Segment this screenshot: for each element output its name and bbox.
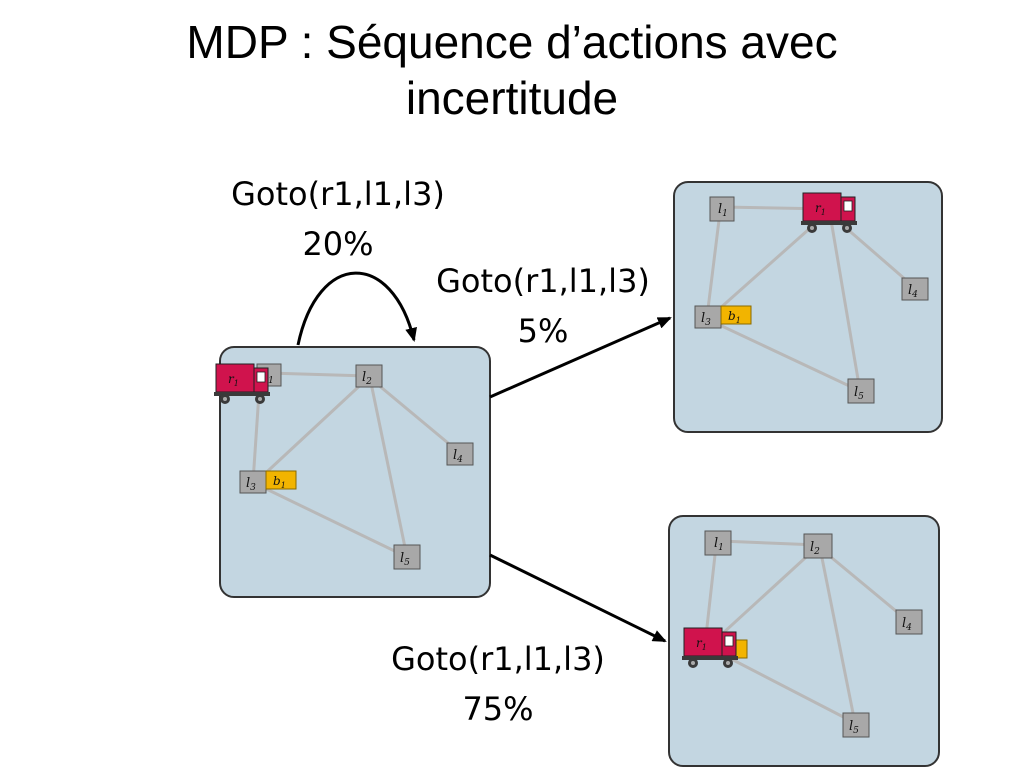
slide-title-line1: MDP : Séquence d’actions avec — [186, 16, 838, 68]
to-bottom-probability-label: 75% — [462, 690, 533, 728]
svg-text:l4: l4 — [908, 283, 918, 300]
location-l2: l2 — [355, 364, 383, 388]
location-l3: l3 — [694, 305, 722, 329]
truck-r1: r1 — [213, 363, 271, 405]
truck-r1: r1 — [800, 192, 858, 234]
location-l5: l5 — [847, 378, 875, 404]
state-initial: l1 l2 l3 l4 l5 b1 r1 — [213, 346, 491, 598]
self-loop-arrow — [296, 271, 417, 346]
road-l2-l4 — [369, 376, 461, 455]
slide-title: MDP : Séquence d’actions avec incertitud… — [0, 14, 1024, 126]
location-l1: l1 — [704, 530, 732, 556]
location-l5: l5 — [393, 544, 421, 570]
svg-text:l5: l5 — [849, 719, 859, 736]
svg-text:l3: l3 — [246, 476, 256, 493]
svg-text:l2: l2 — [362, 370, 372, 387]
svg-text:l5: l5 — [400, 551, 410, 568]
to-top-probability-label: 5% — [518, 312, 569, 350]
svg-text:r1: r1 — [696, 636, 707, 652]
state-box — [219, 346, 491, 598]
svg-text:l2: l2 — [810, 540, 820, 557]
svg-text:l1: l1 — [718, 202, 728, 219]
location-l3: l3 — [239, 470, 267, 494]
svg-text:r1: r1 — [228, 372, 239, 388]
transition-to-bottom: Goto(r1,l1,l3) 75% — [391, 553, 667, 728]
state-top: l1 l3 l4 l5 b1 r1 — [673, 181, 943, 433]
block-b1: b1 — [720, 305, 752, 325]
svg-text:b1: b1 — [273, 474, 286, 490]
truck-r1: r1 — [681, 627, 739, 669]
road-l3-l5 — [255, 482, 408, 559]
transition-to-top: Goto(r1,l1,l3) 5% — [436, 262, 672, 399]
location-l4: l4 — [446, 442, 474, 466]
state-box — [673, 181, 943, 433]
svg-text:l3: l3 — [701, 311, 711, 328]
svg-text:r1: r1 — [815, 201, 826, 217]
location-l5: l5 — [842, 712, 870, 738]
to-bottom-action-label: Goto(r1,l1,l3) — [391, 640, 605, 678]
state-box — [668, 515, 940, 767]
location-l1: l1 — [709, 196, 735, 222]
location-l4: l4 — [895, 609, 923, 635]
svg-text:l1: l1 — [714, 536, 724, 553]
self-loop-probability-label: 20% — [302, 225, 373, 263]
self-loop-action-label: Goto(r1,l1,l3) — [231, 175, 445, 213]
transition-self-loop: Goto(r1,l1,l3) 20% — [231, 175, 445, 346]
location-l2: l2 — [803, 533, 833, 559]
to-top-arrow — [489, 316, 672, 399]
road-l2-l3 — [254, 376, 370, 484]
block-b1-on-truck — [734, 639, 748, 659]
svg-text:l4: l4 — [902, 616, 912, 633]
svg-text:l5: l5 — [854, 385, 864, 402]
svg-text:b1: b1 — [728, 309, 741, 325]
to-bottom-arrow — [489, 553, 667, 643]
location-l4: l4 — [901, 277, 929, 301]
road-l2-l5 — [368, 377, 409, 558]
state-bottom: l1 l2 l4 l5 r1 — [668, 515, 940, 767]
to-top-action-label: Goto(r1,l1,l3) — [436, 262, 650, 300]
svg-text:l4: l4 — [453, 448, 463, 465]
block-b1: b1 — [265, 470, 297, 490]
slide-title-line2: incertitude — [405, 72, 619, 124]
loc-sub: 1 — [268, 376, 274, 386]
road-l1-l2 — [267, 371, 369, 378]
